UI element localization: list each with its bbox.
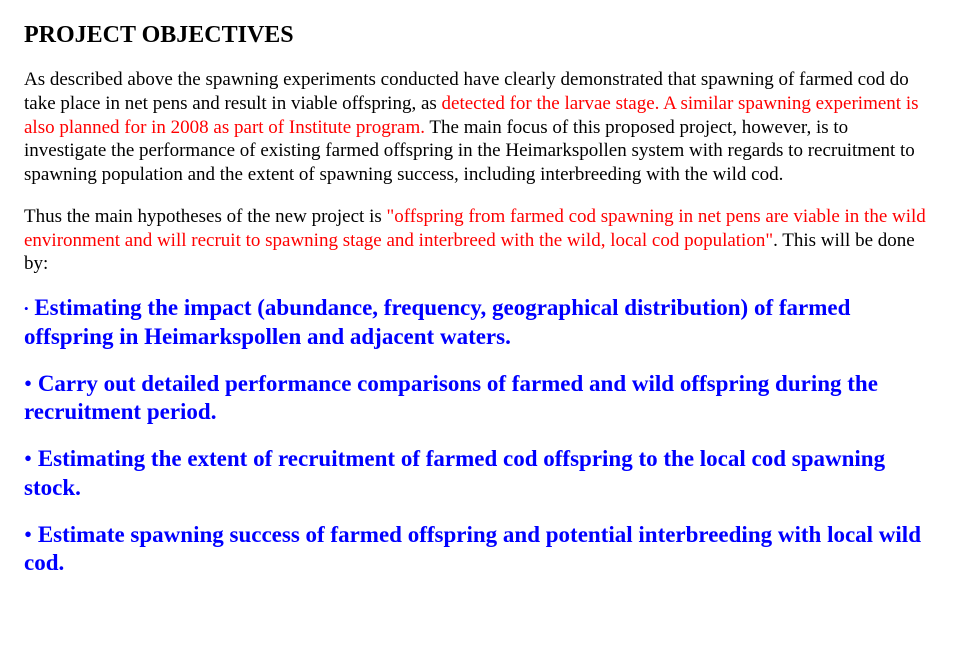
bullet-3: • Estimating the extent of recruitment o… bbox=[24, 445, 935, 503]
bullet-dot-icon: • bbox=[24, 522, 32, 547]
paragraph-2: Thus the main hypotheses of the new proj… bbox=[24, 205, 935, 276]
bullet-2: • Carry out detailed performance compari… bbox=[24, 370, 935, 428]
paragraph-1: As described above the spawning experime… bbox=[24, 68, 935, 187]
page-title: PROJECT OBJECTIVES bbox=[24, 20, 935, 50]
bullet-2-text: Carry out detailed performance compariso… bbox=[24, 371, 878, 425]
bullet-1: • Estimating the impact (abundance, freq… bbox=[24, 294, 935, 352]
p2-part-a: Thus the main hypotheses of the new proj… bbox=[24, 206, 387, 227]
bullet-dot-icon: • bbox=[24, 371, 32, 396]
bullet-1-text: Estimating the impact (abundance, freque… bbox=[24, 295, 850, 349]
bullet-dot-icon: • bbox=[24, 446, 32, 471]
bullet-4: • Estimate spawning success of farmed of… bbox=[24, 521, 935, 579]
bullet-3-text: Estimating the extent of recruitment of … bbox=[24, 446, 885, 500]
bullet-4-text: Estimate spawning success of farmed offs… bbox=[24, 522, 921, 576]
